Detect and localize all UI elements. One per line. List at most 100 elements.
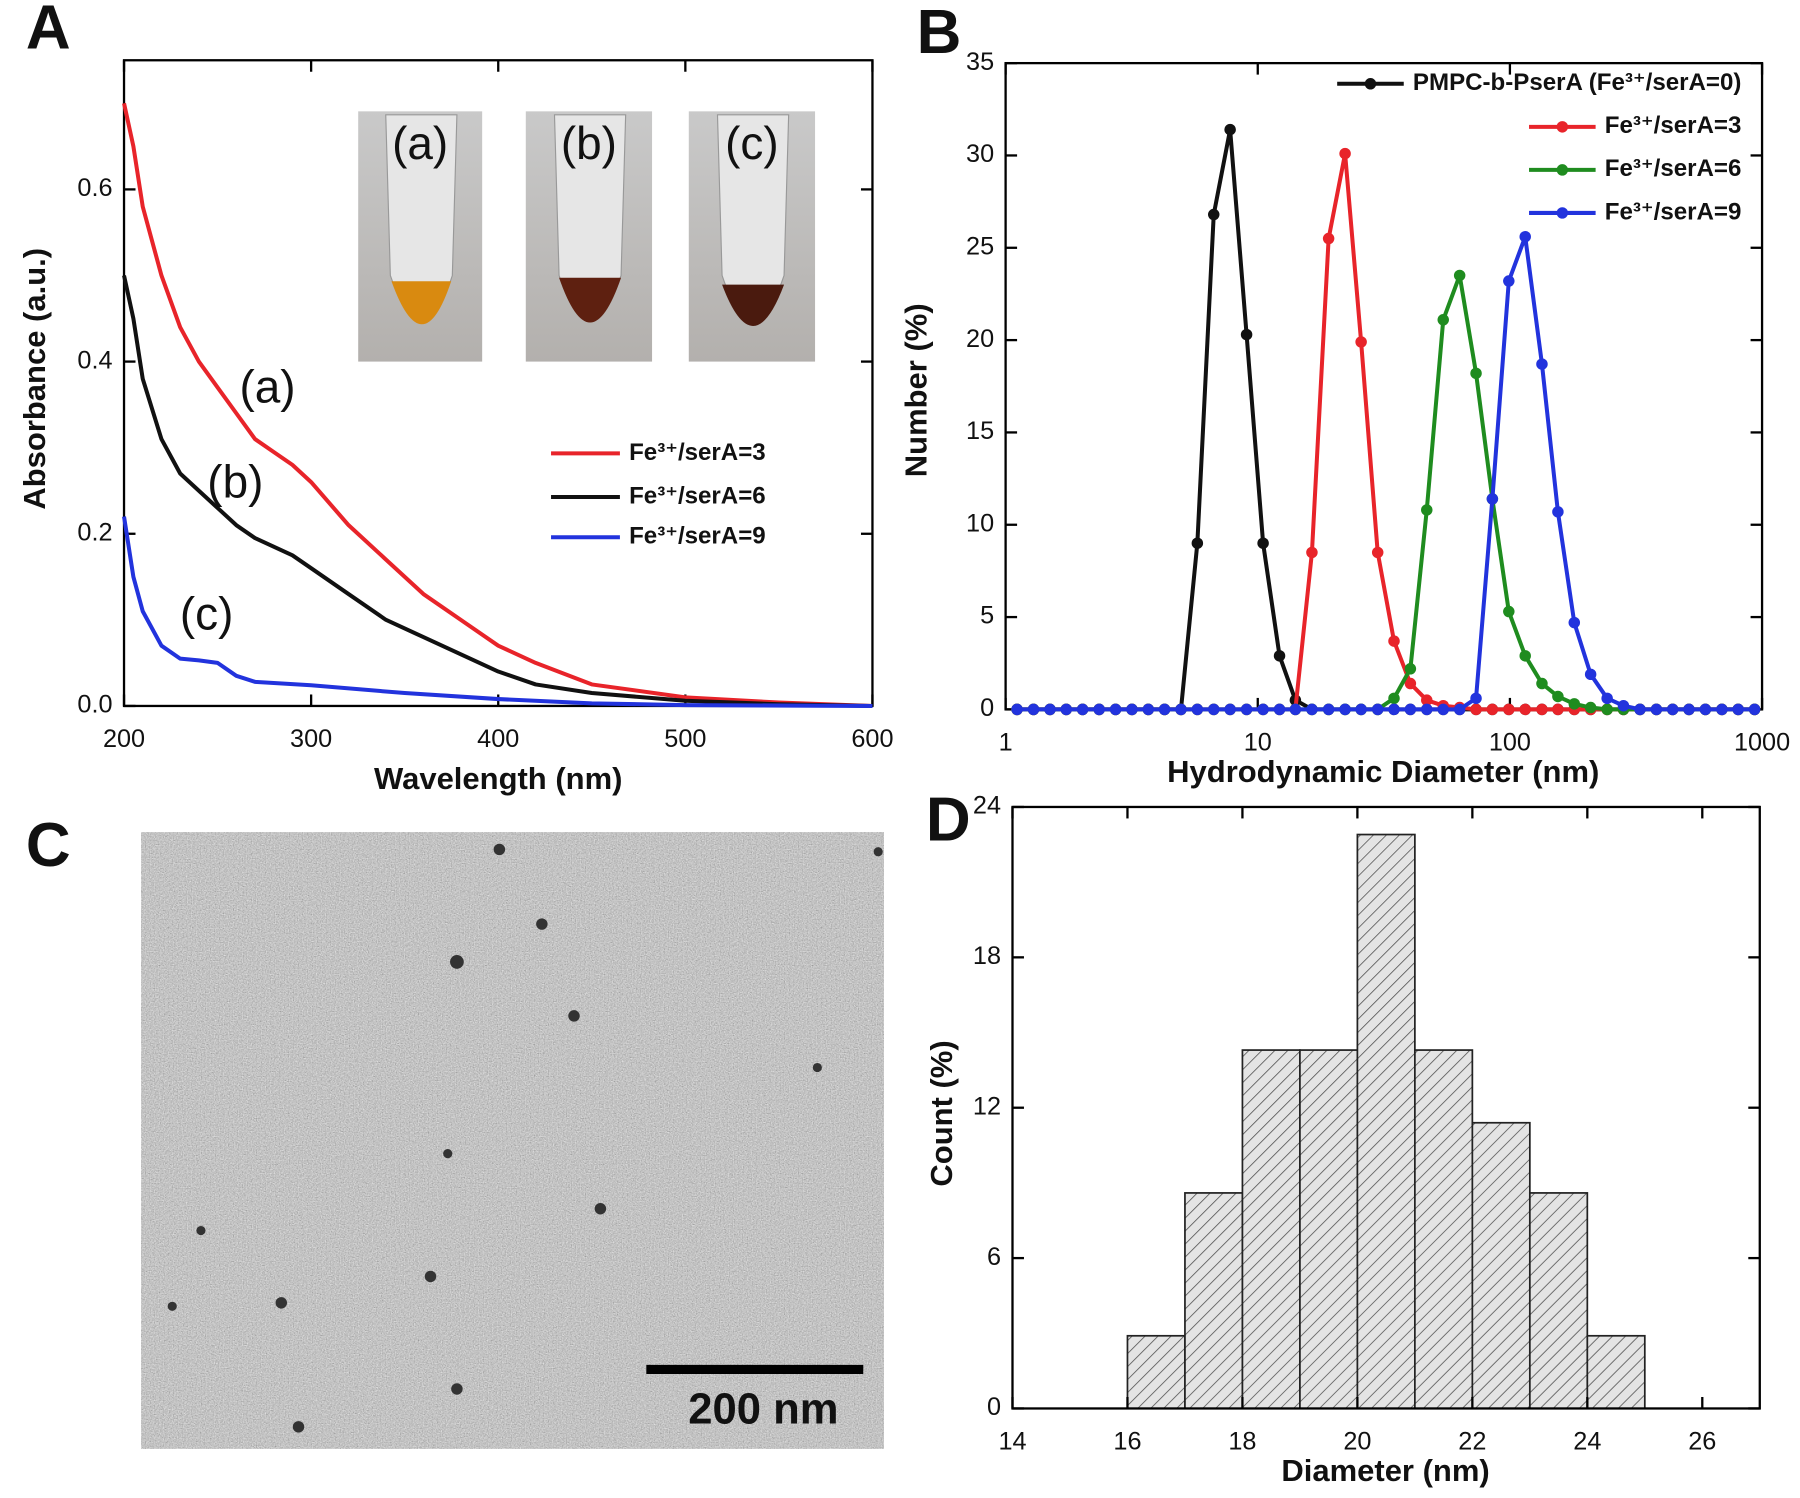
data-point	[1306, 703, 1318, 716]
data-point	[1404, 703, 1417, 716]
data-point	[1289, 703, 1302, 716]
x-axis-label: Wavelength (nm)	[374, 761, 622, 796]
data-point	[1519, 703, 1531, 716]
legend-label: Fe³⁺/serA=6	[629, 482, 766, 509]
y-tick-label: 30	[966, 140, 994, 168]
histogram-bar	[1299, 1049, 1359, 1410]
y-tick-label: 5	[980, 602, 994, 630]
x-tick-label: 24	[1573, 1428, 1601, 1456]
data-point	[1650, 703, 1663, 716]
histogram-bar	[1241, 1049, 1301, 1410]
histogram-bar	[1471, 1121, 1531, 1410]
series-line	[122, 275, 873, 708]
inset-label: (b)	[561, 117, 617, 169]
data-point	[1503, 703, 1515, 716]
data-point	[1470, 367, 1482, 380]
data-point	[1257, 703, 1269, 716]
x-tick-label: 22	[1458, 1428, 1486, 1456]
y-tick-label: 0.4	[77, 346, 112, 374]
histogram-bar	[1356, 833, 1416, 1410]
data-point	[1421, 694, 1433, 706]
data-point	[1224, 123, 1236, 136]
data-point	[1486, 703, 1499, 716]
data-point	[1306, 546, 1318, 559]
y-axis-label: Count (%)	[924, 1040, 959, 1186]
data-point	[1027, 703, 1040, 716]
legend-marker	[1556, 121, 1569, 133]
data-point	[1568, 616, 1581, 629]
data-point	[1421, 504, 1433, 516]
particles	[167, 843, 883, 1433]
histogram-bar	[1184, 1192, 1244, 1410]
x-tick-label: 200	[103, 725, 145, 753]
data-point	[1634, 703, 1646, 716]
data-point	[1191, 703, 1204, 716]
y-tick-label: 0.0	[77, 691, 112, 719]
series-line	[1017, 151, 1755, 712]
x-tick-label: 100	[1489, 729, 1531, 757]
y-tick-label: 18	[973, 942, 1001, 970]
data-point	[1208, 703, 1220, 716]
data-point	[1503, 605, 1515, 618]
data-point	[1388, 703, 1400, 716]
x-tick-label: 600	[851, 725, 893, 753]
data-point	[1076, 703, 1089, 716]
curve-annotation: (b)	[207, 456, 263, 508]
data-point	[1601, 692, 1613, 705]
y-tick-label: 12	[973, 1092, 1001, 1120]
x-tick-label: 16	[1113, 1428, 1141, 1456]
data-point	[1519, 650, 1531, 662]
x-tick-label: 300	[290, 725, 332, 753]
data-point	[1158, 703, 1171, 716]
data-point	[1011, 703, 1023, 716]
data-point	[1175, 703, 1187, 716]
data-point	[1568, 698, 1581, 710]
legend-label: Fe³⁺/serA=9	[1605, 198, 1742, 225]
panel-label: B	[917, 0, 962, 67]
inset-photos	[358, 111, 816, 362]
scale-bar-label: 200 nm	[688, 1385, 838, 1433]
data-point	[1519, 230, 1531, 243]
data-point	[1257, 537, 1269, 549]
data-point	[1617, 699, 1630, 712]
data-point	[1503, 275, 1515, 287]
data-point	[1404, 663, 1417, 675]
data-point	[1224, 703, 1236, 716]
series-line	[1017, 273, 1755, 712]
liquid	[559, 277, 622, 323]
series-line	[122, 516, 873, 708]
data-point	[1339, 147, 1351, 160]
data-point	[1699, 703, 1712, 716]
data-point	[1355, 336, 1367, 348]
panel-label: D	[926, 786, 971, 855]
series-line	[1017, 234, 1755, 712]
data-point	[1437, 314, 1449, 326]
data-point	[1339, 703, 1351, 716]
data-point	[1355, 703, 1367, 716]
data-point	[1388, 692, 1400, 705]
curve-annotation: (a)	[239, 360, 295, 412]
data-point	[1536, 703, 1548, 716]
tem-grain	[141, 832, 884, 1449]
data-point	[1732, 703, 1744, 716]
legend-label: Fe³⁺/serA=6	[1605, 155, 1742, 182]
data-point	[1273, 703, 1286, 716]
legend-marker	[1556, 207, 1569, 219]
data-point	[1421, 703, 1433, 716]
data-point	[1601, 703, 1613, 716]
x-tick-label: 1000	[1734, 729, 1790, 757]
y-tick-label: 20	[966, 325, 994, 353]
liquid	[391, 281, 452, 325]
x-tick-label: 10	[1244, 729, 1272, 757]
data-point	[1093, 703, 1105, 716]
data-point	[1584, 701, 1597, 714]
data-point	[1748, 703, 1761, 716]
panel-label: A	[26, 0, 71, 63]
y-axis-label: Number (%)	[899, 303, 934, 477]
legend-marker	[1364, 78, 1377, 90]
data-point	[1404, 677, 1417, 690]
data-point	[1536, 358, 1548, 370]
data-point	[1584, 668, 1597, 681]
y-tick-label: 6	[987, 1243, 1001, 1271]
